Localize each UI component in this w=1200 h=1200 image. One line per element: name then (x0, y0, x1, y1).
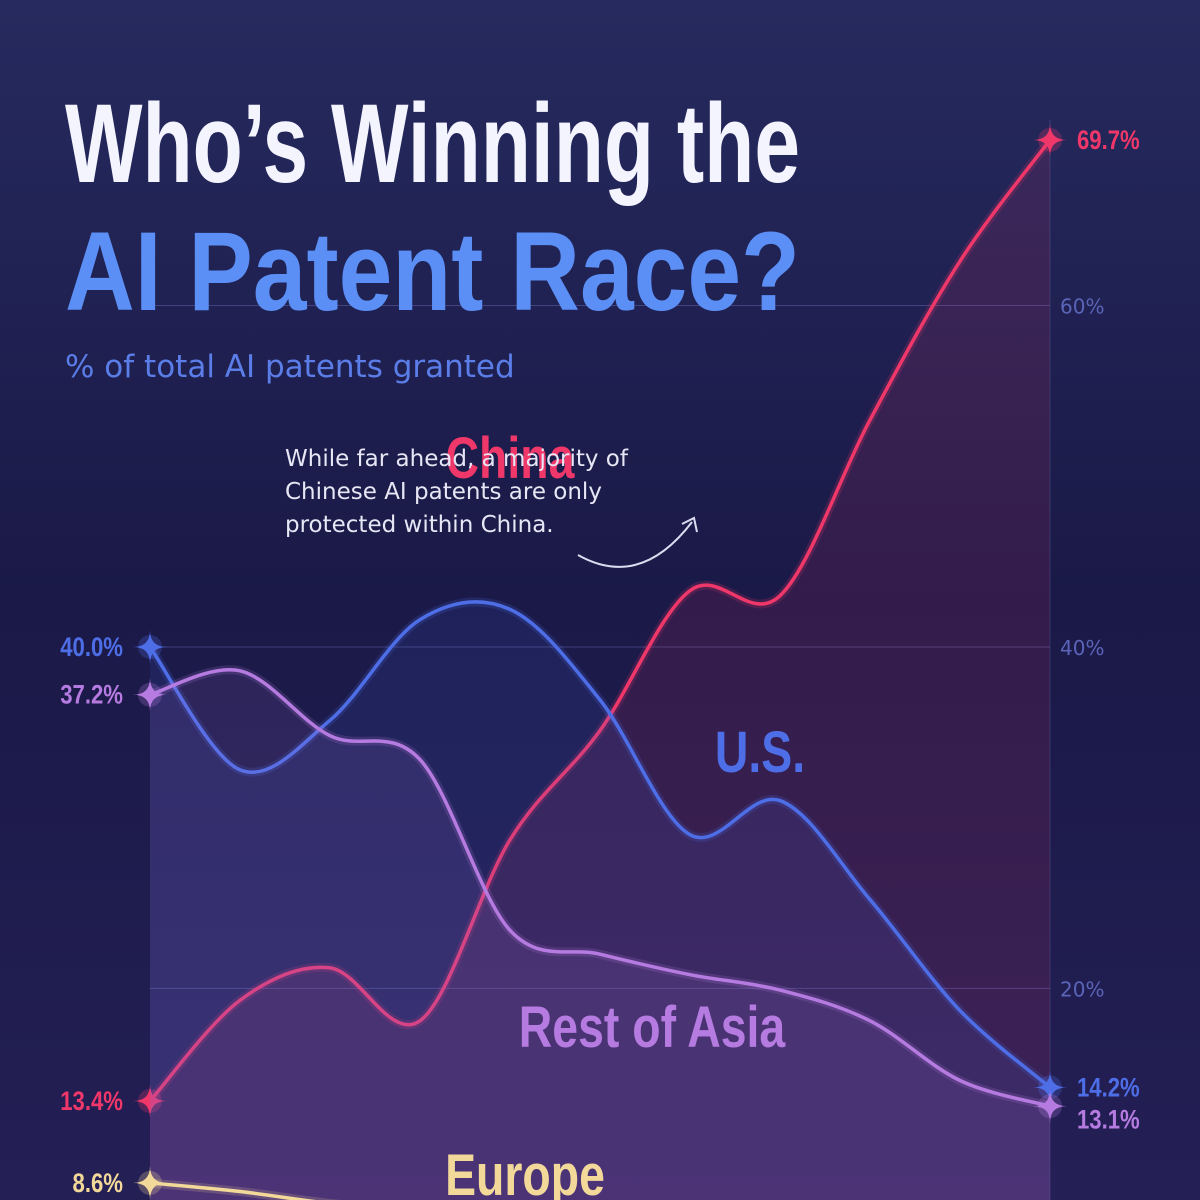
series-area (150, 669, 1050, 1200)
series-label: Europe (445, 1143, 605, 1200)
data-label: 40.0% (60, 633, 123, 663)
data-label: 14.2% (1077, 1073, 1140, 1103)
data-label: 37.2% (60, 681, 123, 711)
series-line (148, 600, 1052, 1089)
data-label: 13.1% (1077, 1105, 1140, 1135)
series-label: U.S. (715, 720, 805, 785)
chart-title: AI Patent Race? (65, 209, 800, 334)
chart-title: Who’s Winning the (65, 81, 800, 206)
y-tick-label: 20% (1060, 977, 1104, 1001)
marker (133, 1083, 167, 1118)
annotation: protected within China. (285, 512, 554, 538)
y-tick-label: 60% (1060, 295, 1104, 319)
data-label: 13.4% (60, 1087, 123, 1117)
marker (1033, 1070, 1067, 1105)
data-label: 8.6% (73, 1169, 123, 1199)
marker (133, 677, 167, 712)
series-area (150, 139, 1050, 1200)
series-area (150, 601, 1050, 1200)
series-line (149, 667, 1051, 1108)
y-tick-label: 40% (1060, 636, 1104, 660)
data-label: 69.7% (1077, 126, 1140, 156)
annotation-arrow (577, 521, 693, 568)
subtitle: % of total AI patents granted (65, 349, 515, 385)
series-line (148, 138, 1052, 1103)
annotation: While far ahead, a majority of (285, 446, 629, 472)
plot-area: 20% 40% 60% 13.4% 69.7% China 40.0% 14.2% U.S. 37… (60, 120, 1140, 1200)
series-label: China (446, 426, 576, 491)
marker (1033, 122, 1067, 157)
annotation: Chinese AI patents are only (285, 479, 602, 505)
series-label: Rest of Asia (519, 995, 786, 1060)
marker (133, 1165, 167, 1200)
marker (1033, 1089, 1067, 1124)
marker (133, 629, 167, 664)
annotation-arrow (681, 516, 698, 533)
